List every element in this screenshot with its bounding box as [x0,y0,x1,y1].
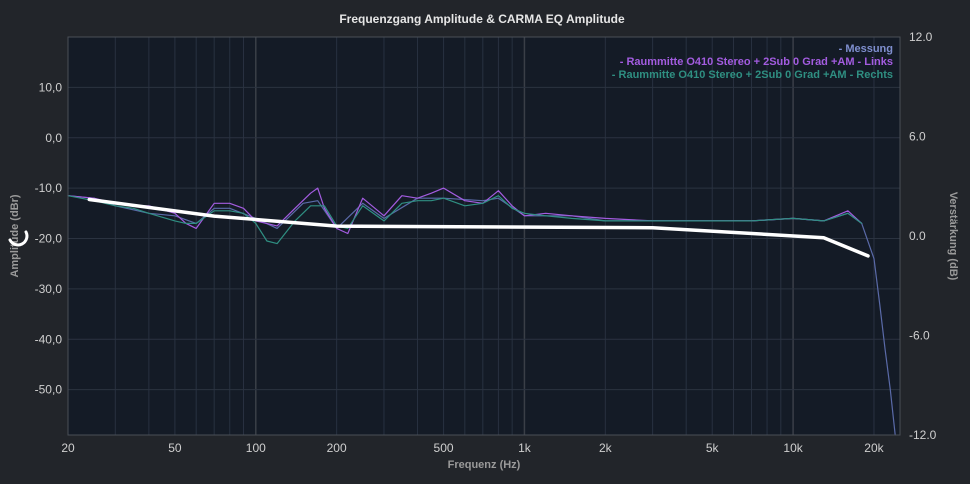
y-tick-label: 10,0 [39,80,63,94]
legend-entry[interactable]: - Messung [839,43,893,55]
y-tick-label: -20,0 [35,232,63,246]
cursor-indicator [8,230,29,247]
y-axis-label: Amplitude (dBr) [9,194,21,277]
grid [67,37,900,435]
x-tick-label: 5k [706,441,720,455]
x-axis-ticks: 20 50 100 200 500 1k 2k 5k 10k 20k [61,441,884,455]
legend-entry[interactable]: - Raummitte O410 Stereo + 2Sub 0 Grad +A… [612,69,893,81]
x-tick-label: 20 [61,441,75,455]
y-tick-label: -10,0 [35,181,63,195]
y2-tick-label: 6.0 [909,130,926,144]
x-tick-label: 100 [246,441,266,455]
x-tick-label: 1k [518,441,532,455]
y2-tick-label: 12.0 [909,30,933,44]
x-tick-label: 10k [783,441,803,455]
y2-tick-label: -6.0 [909,329,930,343]
x-tick-label: 500 [434,441,454,455]
x-axis-label: Frequenz (Hz) [448,459,521,471]
series-layer [67,187,896,436]
series-eq-amplitude [87,197,870,258]
chart-title: Frequenzgang Amplitude & CARMA EQ Amplit… [339,12,625,26]
x-tick-label: 50 [168,441,182,455]
y-tick-label: -50,0 [35,383,63,397]
x-tick-label: 20k [864,441,884,455]
x-tick-label: 200 [327,441,347,455]
y-tick-label: -40,0 [35,332,63,346]
y2-axis-ticks: 12.0 6.0 0.0 -6.0 -12.0 [909,30,937,442]
plot-area [68,37,900,435]
legend-entry[interactable]: - Raummitte O410 Stereo + 2Sub 0 Grad +A… [620,56,893,68]
y-tick-label: -30,0 [35,282,63,296]
y-axis-ticks: 10,0 0,0 -10,0 -20,0 -30,0 -40,0 -50,0 [35,80,63,396]
plot-frame [67,36,901,436]
x-tick-label: 2k [599,441,613,455]
series-3-line [67,195,863,245]
y2-tick-label: -12.0 [909,428,937,442]
y-tick-label: 0,0 [45,131,62,145]
y2-axis-label: Verstärkung (dB) [947,192,959,281]
legend: - Messung- Raummitte O410 Stereo + 2Sub … [612,43,893,81]
y2-tick-label: 0.0 [909,229,926,243]
series-2-line [67,187,863,235]
